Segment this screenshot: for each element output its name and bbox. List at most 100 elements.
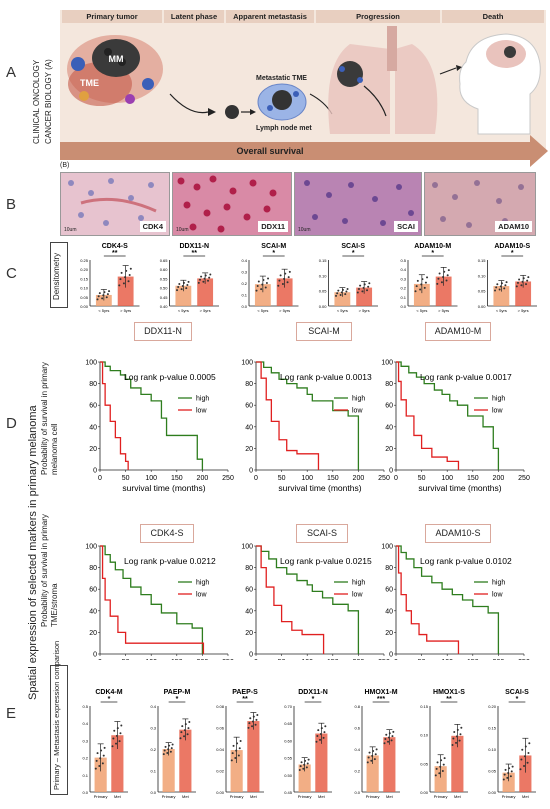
y-tick-label: 40 — [385, 608, 393, 615]
data-point — [103, 291, 106, 294]
x-tick-label: 150 — [171, 475, 183, 482]
data-point — [316, 734, 319, 737]
densitometry-label-box — [50, 242, 68, 308]
x-tick-label: 200 — [493, 659, 505, 660]
bar-group2 — [111, 735, 124, 792]
significance-stars: ** — [242, 696, 248, 703]
data-point — [426, 276, 429, 279]
data-point — [419, 288, 422, 291]
data-point — [185, 287, 188, 290]
data-point — [187, 727, 190, 730]
data-point — [264, 286, 267, 289]
data-point — [299, 765, 302, 768]
data-point — [510, 770, 513, 773]
data-point — [498, 288, 501, 291]
data-point — [115, 742, 118, 745]
data-point — [390, 739, 393, 742]
y-tick-label: 60 — [245, 403, 253, 410]
data-point — [281, 283, 284, 286]
x-tick-label: < 5yrs — [416, 308, 427, 313]
data-point — [284, 272, 287, 275]
x-axis-label: survival time (months) — [278, 483, 361, 493]
y-tick-label: 80 — [245, 381, 253, 388]
data-point — [387, 736, 390, 739]
y-tick-label: 0.55 — [160, 276, 169, 281]
comparison-chart-hmox1-m: HMOX1-M 0.0 0.2 0.4 0.6 0.8 Primary Met *** — [354, 689, 400, 799]
data-point — [371, 754, 374, 757]
data-point — [97, 295, 100, 298]
data-point — [181, 285, 184, 288]
histology-label-ddx11: DDX11 — [258, 221, 288, 232]
y-tick-label: 0.10 — [488, 747, 497, 752]
x-tick-label: 200 — [197, 475, 209, 482]
x-tick-label: 200 — [197, 659, 209, 660]
data-point — [251, 725, 254, 728]
data-point — [164, 745, 167, 748]
data-point — [340, 291, 343, 294]
data-point — [345, 290, 348, 293]
comparison-chart-scai-s: SCAI-S 0.00 0.05 0.10 0.15 0.20 Primary Met * — [488, 689, 536, 799]
y-tick-label: 0.1 — [400, 295, 406, 300]
data-point — [440, 281, 443, 284]
data-point — [504, 284, 507, 287]
data-point — [247, 726, 250, 729]
data-point — [451, 743, 454, 746]
y-tick-label: 0.65 — [284, 721, 293, 726]
x-tick-label: 0 — [394, 659, 398, 660]
km-curve-high — [396, 545, 500, 654]
data-point — [317, 729, 320, 732]
significance-stars: * — [516, 696, 519, 703]
data-point — [101, 297, 104, 300]
data-point — [442, 763, 445, 766]
data-point — [256, 285, 259, 288]
data-point — [182, 281, 185, 284]
data-point — [507, 772, 510, 775]
bar-group1 — [413, 283, 430, 306]
data-point — [455, 735, 458, 738]
data-point — [516, 281, 519, 284]
legend-label-low: low — [492, 408, 503, 415]
y-tick-label: 0.15 — [488, 726, 497, 731]
data-point — [496, 283, 499, 286]
chart-title: SCAI-S — [505, 689, 529, 696]
y-tick-label: 0.0 — [82, 790, 88, 795]
y-tick-label: 0.4 — [82, 721, 88, 726]
data-point — [522, 277, 525, 280]
bar-group1 — [502, 772, 515, 792]
data-point — [341, 288, 344, 291]
chart-title: DDX11-N — [298, 689, 328, 696]
comparison-label-box — [50, 665, 68, 795]
data-point — [95, 759, 98, 762]
data-point — [460, 726, 463, 729]
data-point — [101, 762, 104, 765]
legend-label-low: low — [492, 592, 503, 599]
label-mm: MM — [109, 54, 124, 64]
data-point — [169, 750, 172, 753]
y-tick-label: 0.3 — [400, 276, 406, 281]
km-curve-low — [256, 545, 325, 654]
data-point — [254, 723, 257, 726]
y-tick-label: 0.50 — [160, 286, 169, 291]
data-point — [495, 286, 498, 289]
overall-survival-label: Overall survival — [236, 146, 304, 156]
y-tick-label: 100 — [381, 544, 393, 551]
y-tick-label: 0 — [249, 468, 253, 475]
data-point — [440, 759, 443, 762]
data-point — [99, 757, 102, 760]
data-point — [286, 281, 289, 284]
x-tick-label: > 5yrs — [200, 308, 211, 313]
y-tick-label: 0.15 — [420, 704, 429, 709]
x-tick-label: 100 — [145, 659, 157, 660]
x-tick-label: 150 — [171, 659, 183, 660]
histology-image-ddx11: DDX11 10um — [172, 172, 292, 236]
y-tick-label: 0.00 — [319, 304, 328, 309]
y-tick-label: 80 — [89, 565, 97, 572]
x-tick-label: Primary — [434, 794, 448, 799]
y-tick-label: 80 — [245, 565, 253, 572]
y-tick-label: 20 — [89, 630, 97, 637]
y-tick-label: 40 — [245, 608, 253, 615]
data-point — [455, 741, 458, 744]
y-tick-label: 0.0 — [400, 304, 406, 309]
significance-stars: * — [511, 250, 514, 257]
